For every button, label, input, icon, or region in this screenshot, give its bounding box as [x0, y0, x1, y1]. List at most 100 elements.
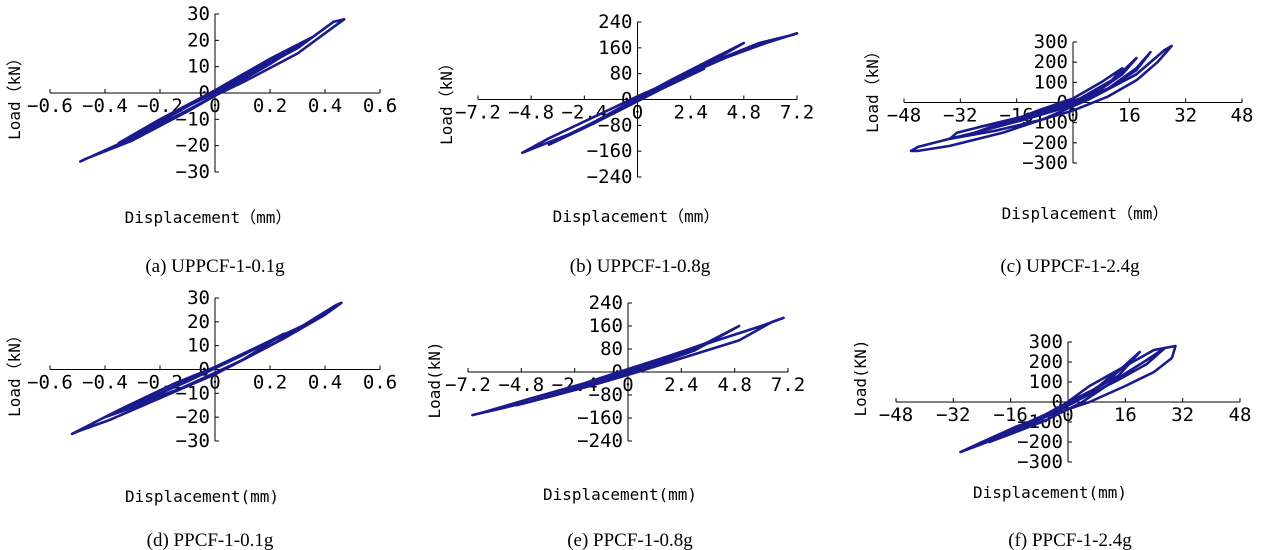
x-tick-label-5: 7.2: [771, 374, 805, 396]
x-tick-label-2: 2.4: [674, 102, 708, 124]
x-axis-title-6: Displacement(mm): [973, 483, 1127, 502]
y-tick-label-1: 20: [187, 29, 210, 51]
y-tick-label-6: 200: [1029, 351, 1063, 373]
y-tick-label-3: −200: [1022, 132, 1068, 154]
y-tick-label-6: −300: [1017, 451, 1063, 473]
x-tick-label-6: 48: [1229, 404, 1252, 426]
x-tick-label-4: −0.4: [82, 372, 128, 394]
y-tick-label-3: 100: [1034, 71, 1068, 93]
x-tick-label-6: −16: [994, 404, 1028, 426]
y-tick-label-6: 0: [1052, 391, 1063, 413]
x-tick-label-3: 32: [1174, 105, 1197, 127]
panel-caption-3: (c) UPPCF-1-2.4g: [1000, 256, 1140, 277]
x-tick-label-4: 0.6: [363, 372, 397, 394]
x-tick-label-3: 48: [1231, 105, 1254, 127]
x-tick-label-2: 4.8: [727, 102, 761, 124]
y-tick-label-1: −20: [176, 135, 210, 157]
y-tick-label-1: −10: [176, 108, 210, 130]
x-axis-title-1: Displacement（mm）: [125, 208, 292, 227]
hysteresis-loop-4-3: [131, 332, 286, 407]
x-axis-title-5: Displacement(mm): [543, 485, 697, 504]
hysteresis-loop-1-3: [145, 52, 286, 132]
x-tick-label-1: −0.2: [137, 95, 183, 117]
panel-caption-4: (d) PPCF-1-0.1g: [147, 530, 274, 550]
x-tick-label-2: 7.2: [780, 102, 814, 124]
y-tick-label-6: 100: [1029, 371, 1063, 393]
x-tick-label-3: 16: [1118, 105, 1141, 127]
x-axis-title-2: Displacement（mm）: [553, 207, 720, 226]
hysteresis-loop-6-4: [1030, 368, 1120, 424]
y-tick-label-1: 30: [187, 3, 210, 25]
x-tick-label-4: 0.4: [308, 372, 342, 394]
x-tick-label-1: −0.4: [82, 95, 128, 117]
x-tick-label-5: 0: [622, 374, 633, 396]
y-tick-label-3: −300: [1022, 152, 1068, 174]
x-tick-label-3: 0: [1067, 105, 1078, 127]
y-tick-label-1: −30: [176, 161, 210, 183]
y-tick-label-5: 240: [589, 292, 623, 314]
y-tick-label-4: 0: [199, 359, 210, 381]
y-tick-label-5: 160: [589, 315, 623, 337]
x-tick-label-4: 0: [209, 372, 220, 394]
x-tick-label-2: −2.4: [561, 102, 607, 124]
y-tick-label-2: −80: [598, 114, 632, 136]
y-tick-label-4: 20: [187, 311, 210, 333]
x-tick-label-3: −48: [887, 105, 921, 127]
hysteresis-loop-3-4: [1001, 66, 1124, 126]
y-tick-label-6: 300: [1029, 331, 1063, 353]
panel-caption-1: (a) UPPCF-1-0.1g: [145, 256, 285, 277]
y-tick-label-2: 0: [621, 89, 632, 111]
x-tick-label-1: −0.6: [27, 95, 73, 117]
x-tick-label-2: −4.8: [508, 102, 554, 124]
panel-caption-2: (b) UPPCF-1-0.8g: [570, 256, 711, 277]
x-tick-label-2: −7.2: [455, 102, 501, 124]
x-axis-title-4: Displacement(mm): [125, 487, 279, 506]
x-tick-label-5: −7.2: [445, 374, 491, 396]
y-axis-title-2: Load（kN）: [437, 55, 456, 145]
hysteresis-loop-5-3: [548, 342, 708, 398]
hysteresis-loop-2-3: [569, 67, 706, 135]
x-tick-label-6: 0: [1062, 404, 1073, 426]
y-tick-label-3: 200: [1034, 51, 1068, 73]
x-tick-label-6: 32: [1171, 404, 1194, 426]
y-tick-label-2: 160: [598, 37, 632, 59]
y-axis-title-6: Load(KN): [851, 339, 870, 416]
y-tick-label-5: −160: [577, 407, 623, 429]
panel-caption-6: (f) PPCF-1-2.4g: [1008, 530, 1132, 550]
y-tick-label-2: 240: [598, 11, 632, 33]
x-tick-label-4: −0.6: [27, 372, 73, 394]
x-tick-label-3: −32: [943, 105, 977, 127]
x-tick-label-5: −4.8: [498, 374, 544, 396]
x-tick-label-1: 0.2: [253, 95, 287, 117]
x-tick-label-1: 0.6: [363, 95, 397, 117]
x-tick-label-6: −32: [936, 404, 970, 426]
x-tick-label-2: 0: [632, 102, 643, 124]
y-tick-label-2: −160: [587, 140, 633, 162]
x-tick-label-6: 16: [1114, 404, 1137, 426]
x-tick-label-6: −48: [879, 404, 913, 426]
x-tick-label-1: 0.4: [308, 95, 342, 117]
x-tick-label-1: 0: [209, 95, 220, 117]
y-tick-label-2: −240: [587, 166, 633, 188]
y-tick-label-4: −20: [176, 406, 210, 428]
y-tick-label-2: 80: [610, 63, 633, 85]
y-tick-label-1: 10: [187, 56, 210, 78]
y-tick-label-4: −30: [176, 430, 210, 452]
y-tick-label-1: 0: [199, 82, 210, 104]
hysteresis-loop-4-1: [70, 301, 343, 436]
y-tick-label-4: 30: [187, 287, 210, 309]
y-tick-label-3: 300: [1034, 31, 1068, 53]
y-axis-title-4: Load（kN）: [5, 327, 24, 417]
y-axis-title-1: Load（kN）: [5, 50, 24, 140]
x-tick-label-4: 0.2: [253, 372, 287, 394]
y-tick-label-5: −80: [589, 384, 623, 406]
y-tick-label-5: 80: [600, 338, 623, 360]
x-tick-label-5: 4.8: [718, 374, 752, 396]
panel-caption-5: (e) PPCF-1-0.8g: [567, 530, 693, 550]
hysteresis-loop-2-1: [521, 31, 799, 155]
y-tick-label-5: −240: [577, 430, 623, 452]
y-axis-title-3: Load（kN）: [863, 43, 882, 133]
y-tick-label-4: 10: [187, 335, 210, 357]
